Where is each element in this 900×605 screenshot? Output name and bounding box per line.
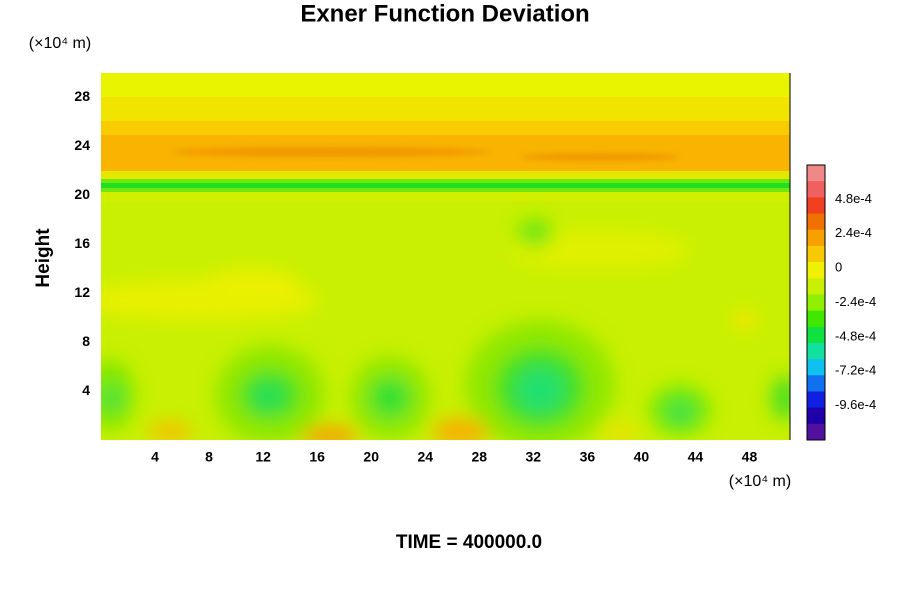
colorbar-band <box>807 391 825 409</box>
footer-time: TIME = 400000.0 <box>396 532 542 553</box>
colorbar-tick-label: -9.6e-4 <box>835 397 876 412</box>
field-band <box>101 183 790 188</box>
field-band <box>101 171 790 179</box>
colorbar-band <box>807 245 825 263</box>
colorbar-tick-label: -4.8e-4 <box>835 328 876 343</box>
x-tick-label: 12 <box>255 449 271 465</box>
field-band <box>101 97 790 121</box>
y-unit-label: (×10⁴ m) <box>29 35 91 52</box>
x-tick-label: 36 <box>580 449 596 465</box>
colorbar-band <box>807 197 825 215</box>
y-axis-label: Height <box>33 228 54 288</box>
field-feature <box>520 153 680 161</box>
y-tick-label: 28 <box>74 88 90 104</box>
colorbar-band <box>807 262 825 279</box>
colorbar-band <box>807 423 825 441</box>
x-tick-label: 4 <box>151 449 159 465</box>
x-tick-label: 28 <box>471 449 487 465</box>
colorbar-border <box>806 164 826 441</box>
x-tick-label: 48 <box>742 449 758 465</box>
colorbar-tick-label: 2.4e-4 <box>835 225 872 240</box>
y-tick-label: 12 <box>74 284 90 300</box>
x-tick-label: 32 <box>526 449 542 465</box>
colorbar-band <box>807 342 825 360</box>
field-band <box>101 192 790 202</box>
chart-title: Exner Function Deviation <box>300 0 589 27</box>
y-tick-label: 8 <box>82 333 90 349</box>
colorbar-band <box>807 359 825 376</box>
colorbar-tick-label: -7.2e-4 <box>835 363 876 378</box>
field-blobs <box>101 219 790 440</box>
colorbar-band <box>807 213 825 231</box>
y-tick-label: 24 <box>74 137 90 153</box>
colorbar-band <box>807 326 825 344</box>
colorbar-band <box>807 407 825 425</box>
field-band <box>101 73 790 97</box>
colorbar-band <box>807 229 825 247</box>
y-tick-label: 4 <box>82 382 90 398</box>
field-band <box>101 121 790 135</box>
contour-field <box>101 73 790 440</box>
colorbar-band <box>807 310 825 328</box>
x-tick-label: 44 <box>688 449 704 465</box>
colorbar: 4.8e-4 2.4e-4 0 -2.4e-4 -4.8e-4 -7.2e-4 -9.6e-… <box>806 164 876 441</box>
x-tick-label: 8 <box>205 449 213 465</box>
colorbar-band <box>807 278 825 295</box>
x-tick-label: 16 <box>309 449 325 465</box>
colorbar-tick-label: 0 <box>835 260 842 275</box>
x-tick-label: 24 <box>417 449 433 465</box>
colorbar-band <box>807 294 825 312</box>
colorbar-band <box>807 375 825 392</box>
x-tick-label: 40 <box>634 449 650 465</box>
colorbar-tick-label: -2.4e-4 <box>835 294 876 309</box>
colorbar-tick-label: 4.8e-4 <box>835 191 872 206</box>
x-tick-label: 20 <box>363 449 379 465</box>
field-feature <box>170 147 490 157</box>
colorbar-band <box>807 181 825 198</box>
colorbar-band <box>807 165 825 182</box>
y-tick-label: 16 <box>74 235 90 251</box>
x-unit-label: (×10⁴ m) <box>729 473 791 490</box>
y-tick-label: 20 <box>74 186 90 202</box>
